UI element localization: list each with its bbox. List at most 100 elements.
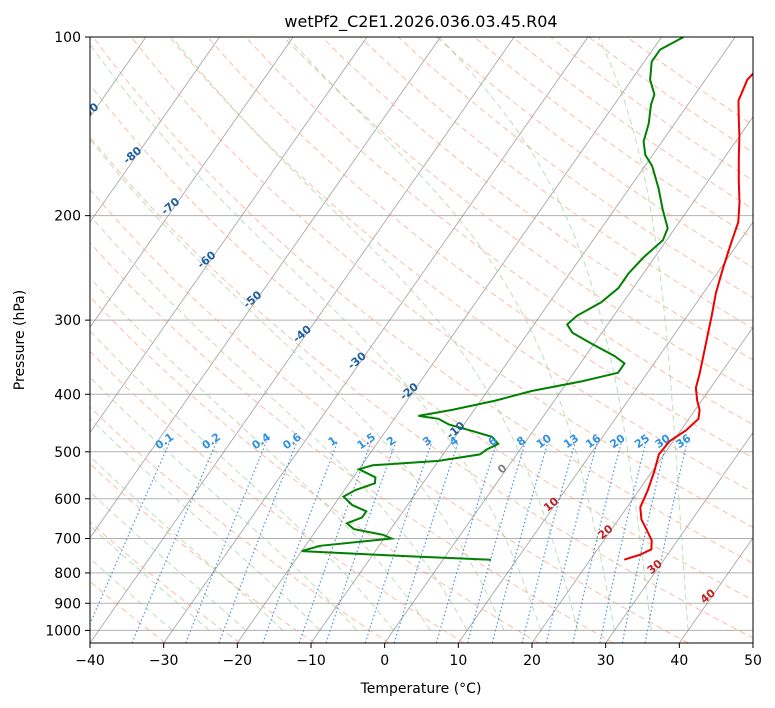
isotherm-line [384,116,753,643]
mixing-ratio-label: 16 [583,431,603,451]
y-tick-label: 200 [54,209,81,225]
dry-adiabat-label: -20 [397,380,421,403]
mixing-ratio-line [262,441,339,643]
dry-adiabat-label: -90 [78,100,102,123]
mixing-ratio-label: 0.4 [250,430,274,452]
isotherm-line [605,431,753,643]
y-tick-label: 600 [54,492,81,508]
x-axis-label: Temperature (°C) [360,681,482,697]
moist-adiabat [90,524,210,631]
dry-adiabat [397,37,753,299]
dry-adiabat-label: 0 [495,461,509,476]
y-tick-label: 400 [54,387,81,403]
mixing-ratio-label: 30 [653,431,673,451]
gridlines [0,37,753,643]
isotherm-line [310,37,736,643]
mixing-ratio-label: 10 [534,431,554,451]
moist-adiabat [90,455,284,631]
dry-adiabat [90,463,315,643]
dry-adiabat-label: -30 [345,349,369,372]
moist-adiabat [90,277,431,631]
dry-adiabat [90,350,465,643]
x-tick-label: −30 [149,653,179,669]
dry-adiabat-label: -50 [241,288,265,311]
dry-adiabat [130,37,753,528]
dry-adiabat [90,188,689,643]
mixing-ratio-label: 13 [561,432,581,451]
dry-adiabat [207,37,753,459]
y-tick-label: 900 [54,596,81,612]
moist-adiabat [90,557,173,631]
dry-adiabat-label: -60 [195,248,219,271]
mixing-ratio-line [466,441,527,643]
moist-adiabat [90,417,321,631]
mixing-ratio-line [599,441,647,643]
mixing-ratio-line [644,441,688,643]
mixing-ratio-line [90,441,171,626]
isotherm-line [90,37,515,643]
x-tick-label: 0 [380,653,389,669]
isotherm-line [163,37,589,643]
x-tick-label: 30 [597,653,615,669]
moist-adiabat [171,37,579,631]
isotherm-line [0,37,72,643]
dewpoint-line [301,37,685,561]
mixing-ratio-label: 0.1 [153,430,176,452]
mixing-ratio-label: 1.5 [355,430,378,452]
mixing-ratio-line [435,441,498,643]
isotherm-line [531,326,753,643]
plot-area: 0.1 0.2 0.4 0.6 1 1.5 2 3 4 6 8 10 13 16 20 25 30 36-100-… [0,36,754,644]
mixing-ratio-label: 6 [486,434,500,449]
x-tick-label: 40 [670,653,688,669]
y-tick-label: 1000 [45,623,81,639]
isotherm-line [752,642,753,643]
mixing-ratio-label: 0.2 [200,430,223,452]
mixing-ratio-line [491,441,549,643]
isotherm-line [90,37,294,328]
moist-adiabat [90,43,542,631]
mixing-ratio-label: 36 [673,431,693,451]
x-tick-label: −20 [223,653,253,669]
mixing-ratio-label: 25 [632,432,652,451]
mixing-ratio-line [131,441,218,643]
data-lines [301,37,753,561]
dry-adiabat [90,136,753,639]
y-tick-label: 100 [54,30,81,46]
y-axis-label: Pressure (hPa) [12,290,28,390]
moist-adiabat [597,37,689,631]
dry-adiabat-label: -70 [159,195,183,218]
isotherm-line [90,37,220,223]
x-tick-label: 10 [449,653,467,669]
mixing-ratio-label: 1 [326,434,340,449]
moist-adiabat [90,214,468,631]
mixing-ratio-line [545,441,598,643]
x-tick-label: −10 [296,653,326,669]
dry-adiabat-label: -40 [290,322,314,345]
dry-adiabat [90,83,753,601]
dry-adiabat-label: 20 [595,522,615,542]
dry-adiabat [90,406,390,643]
moist-adiabat [90,376,357,631]
moist-adiabat [438,37,652,631]
temperature-line [623,72,753,561]
mixing-ratio-line [364,441,433,643]
dry-adiabat [169,37,753,493]
y-tick-label: 700 [54,532,81,548]
moist-adiabat [287,37,615,631]
dry-adiabat-label: 30 [645,557,665,577]
isotherm-line [458,221,753,643]
moist-adiabat [90,491,247,631]
dry-adiabat-label: -100 [38,45,68,73]
dry-adiabat-label: -80 [121,144,145,167]
dry-adiabat [90,521,241,643]
moist-adiabat [90,330,394,631]
mixing-ratio-line [521,441,576,643]
mixing-ratio-line [621,441,668,643]
mixing-ratio-label: 0.6 [280,430,304,452]
chart-title: wetPf2_C2E1.2026.036.03.45.R04 [284,12,557,32]
mixing-ratio-label: 20 [607,431,627,451]
plot-frame [89,36,754,644]
isotherm-line [90,37,368,434]
isotherm-line [679,537,753,643]
